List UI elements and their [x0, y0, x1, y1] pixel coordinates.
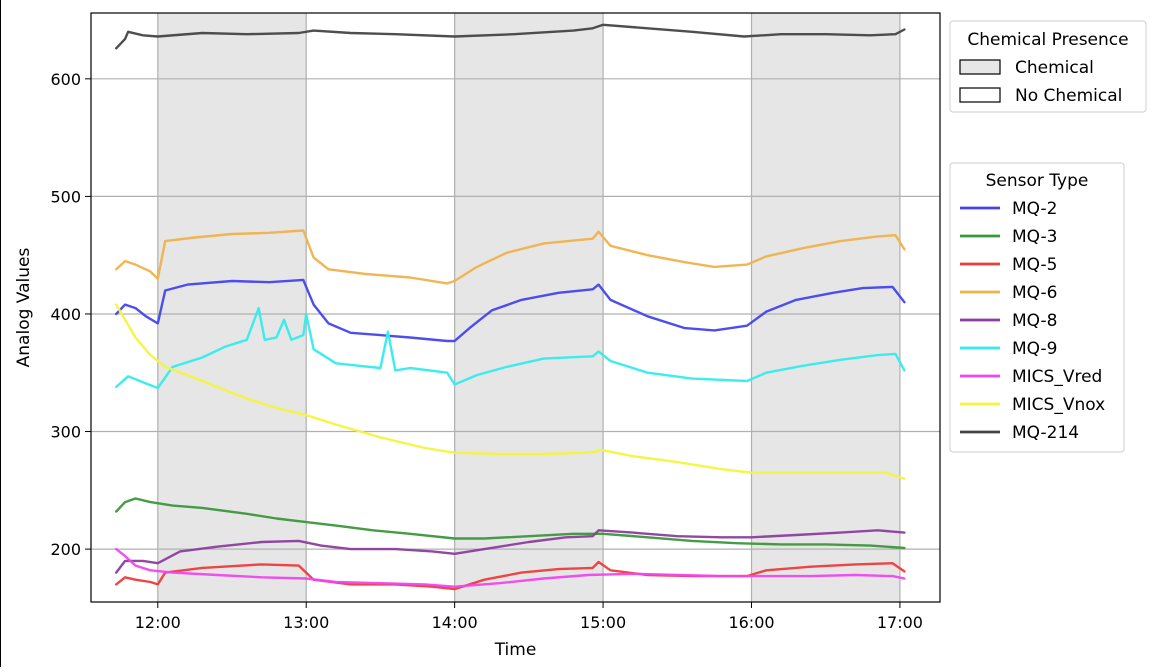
- chemical-region-1: [157, 13, 307, 602]
- series-legend-label: MQ-2: [1012, 199, 1057, 219]
- series-line-mics-vnox: [115, 303, 906, 480]
- series-legend-label: MICS_Vred: [1012, 367, 1102, 387]
- series-line-mics-vred: [115, 547, 906, 588]
- series-line-mq-8: [115, 529, 906, 574]
- plot-frame: [90, 12, 941, 603]
- series-line-mq-3: [115, 497, 906, 550]
- y-tick-label: 300: [50, 423, 81, 442]
- y-tick-label: 500: [50, 187, 81, 206]
- y-axis-label: Analog Values: [14, 248, 34, 368]
- series-legend-label: MQ-5: [1012, 255, 1057, 275]
- x-tick-label: 14:00: [432, 613, 478, 632]
- series-line-mq-2: [115, 278, 906, 343]
- region-legend-label: No Chemical: [1015, 86, 1122, 106]
- x-tick-label: 16:00: [728, 613, 774, 632]
- series-legend-label: MQ-214: [1012, 423, 1079, 443]
- x-tick-label: 15:00: [580, 613, 626, 632]
- y-tick-label: 200: [50, 540, 81, 559]
- y-axis-ticks: 200 300 400 500 600: [50, 70, 91, 559]
- series-legend-label: MQ-6: [1012, 283, 1057, 303]
- x-tick-label: 12:00: [135, 613, 181, 632]
- series-line-mq-9: [115, 306, 906, 390]
- x-tick-label: 13:00: [283, 613, 329, 632]
- series-line-mq-214: [115, 23, 906, 50]
- y-tick-label: 400: [50, 305, 81, 324]
- gridlines: [91, 13, 940, 602]
- y-tick-label: 600: [50, 70, 81, 89]
- series-legend-label: MQ-8: [1012, 311, 1057, 331]
- region-legend-swatch: [959, 87, 1001, 103]
- region-legend-swatch: [959, 59, 1001, 75]
- region-legend-label: Chemical: [1015, 58, 1094, 78]
- series-legend-label: MICS_Vnox: [1012, 395, 1105, 415]
- series-lines: [115, 23, 906, 591]
- series-legend-label: MQ-3: [1012, 227, 1057, 247]
- chemical-region-2: [454, 13, 604, 602]
- x-axis-ticks: 12:00 13:00 14:00 15:00 16:00 17:00: [135, 602, 923, 632]
- x-axis-label: Time: [494, 640, 537, 660]
- chemical-presence-legend-title: Chemical Presence: [967, 30, 1128, 50]
- sensor-type-legend: Sensor Type MQ-2 MQ-3 MQ-5 MQ-6 MQ-8 MQ-9 MICS…: [949, 162, 1125, 453]
- series-legend-label: MQ-9: [1012, 339, 1057, 359]
- x-tick-label: 17:00: [877, 613, 923, 632]
- series-line-mq-6: [115, 229, 906, 285]
- chemical-presence-legend: Chemical Presence Chemical No Chemical: [949, 20, 1147, 113]
- sensor-type-legend-title: Sensor Type: [986, 171, 1089, 191]
- chemical-regions: [157, 13, 900, 602]
